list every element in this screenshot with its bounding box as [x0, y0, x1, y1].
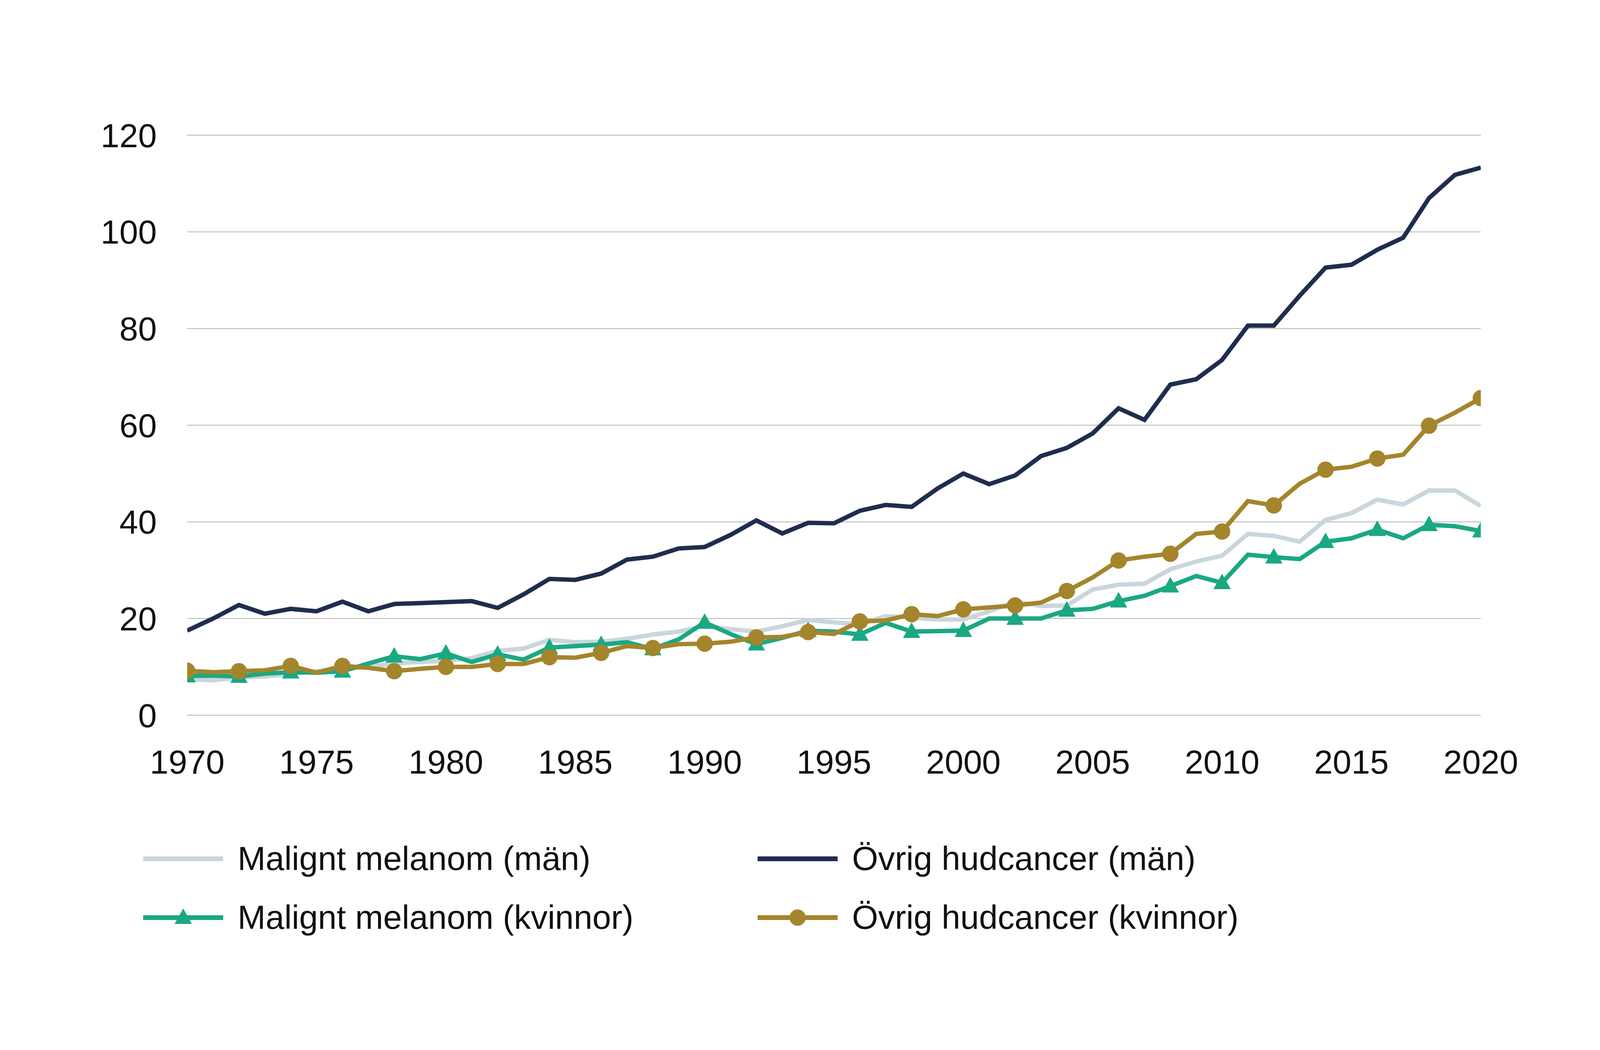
svg-text:2020: 2020: [1443, 743, 1519, 781]
svg-text:1975: 1975: [279, 743, 354, 781]
html-text:Malignt melanom (män): Malignt melanom (män): [237, 839, 591, 878]
svg-text:100: 100: [100, 213, 157, 251]
svg-text:60: 60: [119, 406, 157, 445]
svg-text:40: 40: [119, 503, 157, 541]
svg-text:120: 120: [100, 116, 157, 155]
svg-text:2015: 2015: [1314, 743, 1389, 781]
html-text:Malignt melanom (kvinnor): Malignt melanom (kvinnor): [237, 898, 634, 936]
svg-text:2000: 2000: [926, 743, 1001, 781]
html-text:Övrig hudcancer (kvinnor): Övrig hudcancer (kvinnor): [852, 898, 1239, 936]
svg-text:0: 0: [138, 696, 157, 735]
svg-text:80: 80: [119, 310, 157, 348]
html-text:Övrig hudcancer (män): Övrig hudcancer (män): [852, 839, 1196, 878]
svg-text:1985: 1985: [538, 743, 613, 781]
svg-text:2005: 2005: [1055, 743, 1130, 781]
svg-text:1995: 1995: [796, 743, 872, 781]
svg-text:20: 20: [119, 600, 157, 638]
svg-text:1970: 1970: [150, 743, 225, 781]
svg-text:2010: 2010: [1184, 743, 1260, 781]
svg-text:1990: 1990: [667, 743, 742, 781]
svg-text:1980: 1980: [408, 743, 484, 781]
